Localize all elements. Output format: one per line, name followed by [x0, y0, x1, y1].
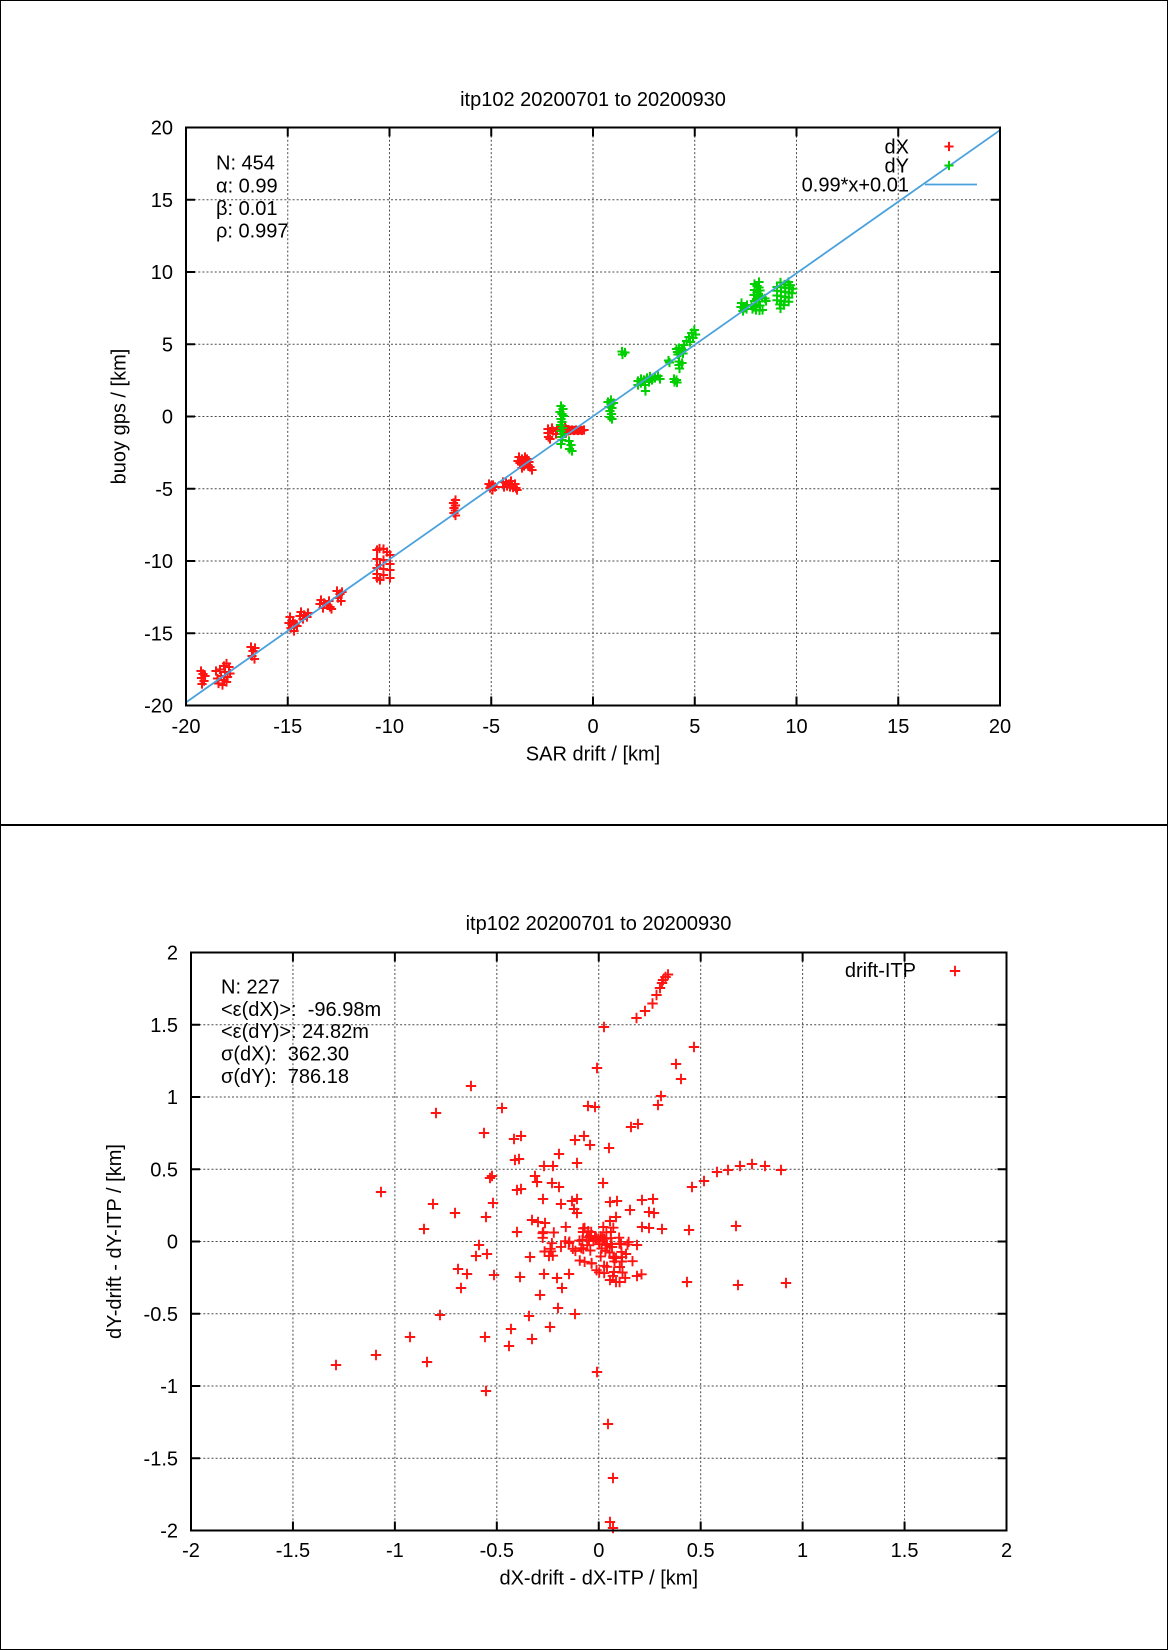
svg-text:itp102 20200701 to 20200930: itp102 20200701 to 20200930	[460, 89, 726, 111]
svg-text:<ε(dX)>: -96.98m: <ε(dX)>: -96.98m	[221, 999, 381, 1021]
svg-text:β: 0.01: β: 0.01	[216, 198, 278, 220]
svg-text:15: 15	[887, 716, 909, 738]
svg-text:5: 5	[162, 334, 173, 356]
svg-text:2: 2	[1001, 1540, 1012, 1562]
svg-text:dX: dX	[885, 137, 909, 159]
svg-text:dY: dY	[885, 156, 909, 178]
svg-text:-1.5: -1.5	[144, 1448, 178, 1470]
svg-text:-0.5: -0.5	[480, 1540, 514, 1562]
svg-text:0: 0	[587, 716, 598, 738]
svg-text:σ(dX): 362.30: σ(dX): 362.30	[221, 1044, 349, 1066]
svg-text:-1.5: -1.5	[276, 1540, 310, 1562]
svg-text:-10: -10	[144, 551, 173, 573]
svg-text:-0.5: -0.5	[144, 1304, 178, 1326]
svg-text:1: 1	[797, 1540, 808, 1562]
svg-text:-1: -1	[160, 1376, 178, 1398]
svg-text:-5: -5	[155, 479, 173, 501]
svg-text:0.99*x+0.01: 0.99*x+0.01	[802, 175, 909, 197]
svg-text:α: 0.99: α: 0.99	[216, 175, 278, 197]
svg-text:1.5: 1.5	[150, 1015, 178, 1037]
svg-text:0.5: 0.5	[150, 1159, 178, 1181]
svg-text:-10: -10	[375, 716, 404, 738]
svg-text:5: 5	[689, 716, 700, 738]
svg-text:σ(dY): 786.18: σ(dY): 786.18	[221, 1066, 349, 1088]
svg-text:-1: -1	[386, 1540, 404, 1562]
svg-text:20: 20	[989, 716, 1011, 738]
svg-text:-15: -15	[273, 716, 302, 738]
svg-text:drift-ITP: drift-ITP	[845, 960, 916, 982]
svg-text:2: 2	[167, 943, 178, 965]
svg-text:dY-drift - dY-ITP / [km]: dY-drift - dY-ITP / [km]	[104, 1144, 126, 1339]
svg-text:1: 1	[167, 1087, 178, 1109]
svg-text:0.5: 0.5	[687, 1540, 715, 1562]
svg-text:-5: -5	[482, 716, 500, 738]
svg-text:buoy gps / [km]: buoy gps / [km]	[109, 349, 131, 485]
svg-text:15: 15	[151, 190, 173, 212]
svg-text:SAR drift / [km]: SAR drift / [km]	[526, 744, 660, 766]
svg-text:dX-drift - dX-ITP / [km]: dX-drift - dX-ITP / [km]	[499, 1568, 698, 1590]
svg-text:-2: -2	[160, 1521, 178, 1543]
svg-text:-2: -2	[182, 1540, 200, 1562]
svg-text:1.5: 1.5	[891, 1540, 919, 1562]
svg-text:10: 10	[151, 262, 173, 284]
svg-text:ρ: 0.997: ρ: 0.997	[216, 221, 289, 243]
svg-text:10: 10	[785, 716, 807, 738]
svg-text:20: 20	[151, 118, 173, 140]
svg-text:0: 0	[593, 1540, 604, 1562]
svg-text:-20: -20	[172, 716, 201, 738]
svg-text:0: 0	[167, 1232, 178, 1254]
svg-text:-20: -20	[144, 696, 173, 718]
svg-text:-15: -15	[144, 623, 173, 645]
svg-text:N: 227: N: 227	[221, 976, 280, 998]
svg-text:itp102 20200701 to 20200930: itp102 20200701 to 20200930	[466, 913, 732, 935]
svg-text:0: 0	[162, 407, 173, 429]
svg-text:N: 454: N: 454	[216, 153, 275, 175]
svg-text:<ε(dY)>: 24.82m: <ε(dY)>: 24.82m	[221, 1021, 369, 1043]
